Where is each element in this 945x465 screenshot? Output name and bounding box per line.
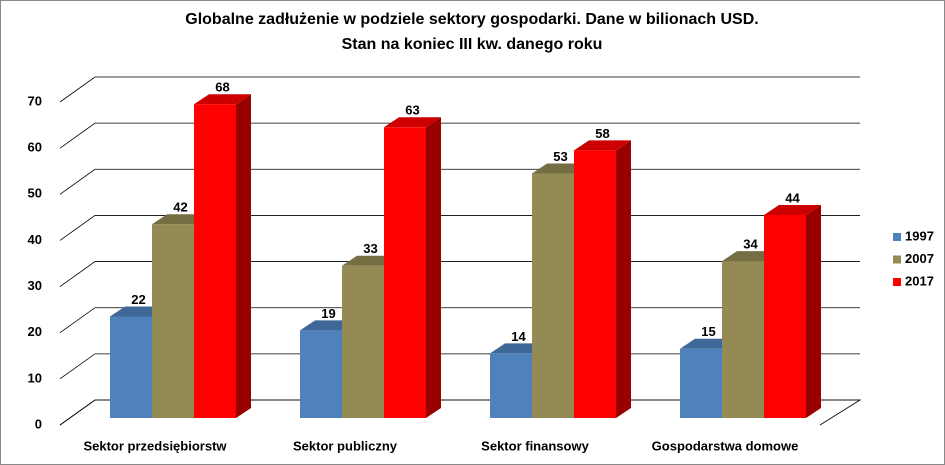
x-tick-label: Gospodarstwa domowe <box>652 438 799 453</box>
x-tick-label: Sektor publiczny <box>293 438 398 453</box>
value-label: 44 <box>785 190 800 205</box>
value-label: 63 <box>405 103 419 118</box>
legend-swatch <box>893 233 901 241</box>
y-tick-label: 30 <box>28 278 42 293</box>
y-tick-label: 70 <box>28 93 42 108</box>
bar <box>384 127 426 419</box>
legend-swatch <box>893 278 901 286</box>
value-label: 22 <box>131 292 145 307</box>
bar-side <box>806 204 821 418</box>
legend-label: 1997 <box>905 228 934 243</box>
bar-side <box>426 117 441 419</box>
y-tick-label: 40 <box>28 232 42 247</box>
bar <box>152 224 194 418</box>
value-label: 33 <box>363 241 377 256</box>
value-label: 14 <box>511 329 526 344</box>
x-tick-label: Sektor finansowy <box>481 438 589 453</box>
value-label: 53 <box>553 149 567 164</box>
bar <box>342 265 384 418</box>
bar <box>532 173 574 418</box>
bar <box>574 150 616 418</box>
y-tick-label: 10 <box>28 370 42 385</box>
grid-line <box>59 122 860 149</box>
legend-swatch <box>893 255 901 264</box>
bar-top <box>384 117 441 128</box>
value-label: 42 <box>173 200 187 215</box>
value-label: 15 <box>701 324 715 339</box>
bar <box>300 330 342 418</box>
bar <box>680 348 722 418</box>
bar <box>722 261 764 418</box>
bar-side <box>236 94 251 418</box>
bar-top <box>574 140 631 151</box>
y-tick-label: 60 <box>28 140 42 155</box>
y-tick-label: 0 <box>35 416 42 431</box>
value-label: 19 <box>321 306 335 321</box>
chart-subtitle: Stan na koniec III kw. danego roku <box>342 36 603 53</box>
bar-top <box>194 94 251 105</box>
bar <box>110 316 152 418</box>
bar-side <box>616 140 631 418</box>
bar <box>194 104 236 418</box>
y-tick-label: 50 <box>28 186 42 201</box>
value-label: 34 <box>743 237 758 252</box>
grid-line <box>59 76 860 103</box>
bar-top <box>764 204 821 215</box>
x-tick-label: Sektor przedsiębiorstw <box>83 438 227 453</box>
value-label: 68 <box>215 80 229 95</box>
chart-title: Globalne zadłużenie w podziele sektory g… <box>185 11 758 28</box>
bar <box>490 353 532 418</box>
bar <box>764 214 806 418</box>
value-label: 58 <box>595 126 609 141</box>
legend-label: 2007 <box>905 251 934 266</box>
y-tick-label: 20 <box>28 324 42 339</box>
legend-label: 2017 <box>905 273 934 288</box>
